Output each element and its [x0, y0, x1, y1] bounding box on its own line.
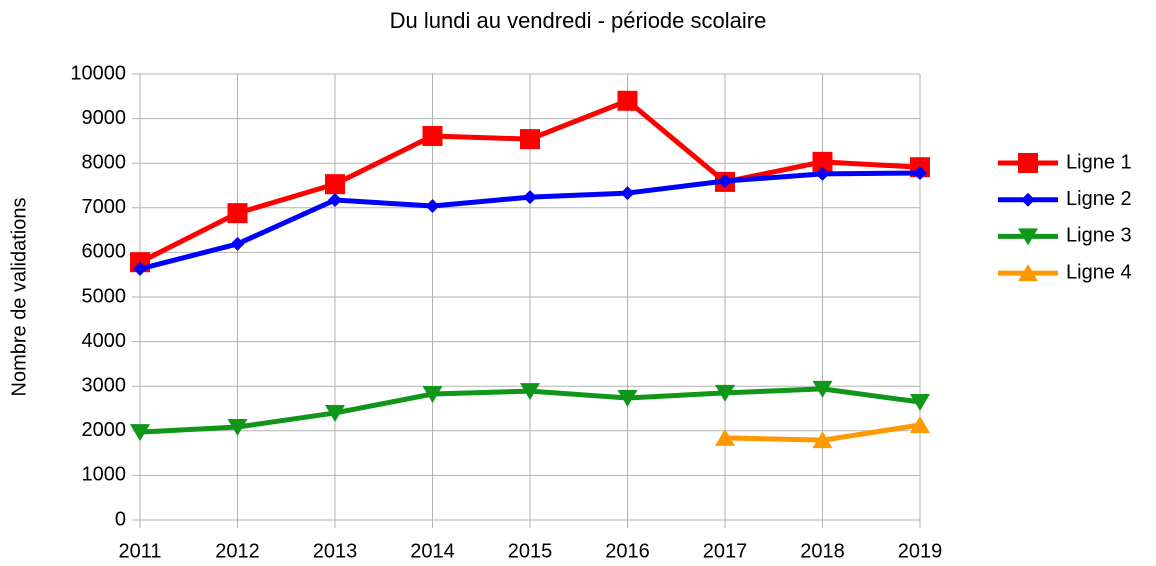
y-tick-label: 3000	[82, 374, 127, 396]
legend-label: Ligne 3	[1066, 225, 1132, 247]
y-tick-label: 10000	[70, 62, 126, 84]
marker	[910, 416, 930, 434]
marker	[617, 90, 638, 111]
marker	[133, 261, 147, 276]
marker	[1018, 153, 1038, 173]
x-tick-label: 2013	[313, 540, 358, 562]
marker	[422, 386, 443, 404]
marker	[422, 125, 443, 146]
y-tick-label: 0	[115, 508, 126, 530]
marker	[425, 199, 440, 214]
legend-label: Ligne 1	[1066, 151, 1132, 173]
marker	[812, 151, 833, 172]
y-tick-label: 6000	[82, 241, 127, 263]
y-axis-label: Nombre de validations	[8, 198, 30, 397]
x-tick-label: 2016	[605, 540, 650, 562]
marker	[620, 186, 635, 201]
marker	[328, 192, 342, 207]
marker	[913, 166, 927, 181]
marker	[812, 431, 833, 449]
y-tick-label: 7000	[82, 196, 127, 218]
y-tick-label: 5000	[82, 285, 127, 307]
marker	[1021, 192, 1035, 207]
marker	[910, 394, 930, 412]
marker	[520, 383, 540, 401]
marker	[617, 390, 638, 408]
marker	[815, 166, 830, 181]
x-tick-label: 2014	[410, 540, 455, 562]
marker	[230, 236, 245, 251]
marker	[325, 174, 345, 195]
marker	[523, 190, 537, 205]
y-tick-label: 9000	[82, 107, 127, 129]
marker	[1018, 264, 1038, 282]
marker	[227, 203, 248, 224]
x-tick-label: 2019	[898, 540, 943, 562]
marker	[718, 174, 732, 189]
x-tick-label: 2018	[800, 540, 845, 562]
marker	[130, 424, 150, 442]
x-tick-label: 2015	[508, 540, 553, 562]
chart-title: Du lundi au vendredi - période scolaire	[390, 8, 767, 33]
legend-label: Ligne 4	[1066, 261, 1132, 283]
y-tick-label: 2000	[82, 419, 127, 441]
marker	[227, 419, 248, 437]
x-tick-label: 2011	[118, 540, 161, 562]
marker	[715, 384, 735, 402]
marker	[812, 380, 833, 398]
legend-label: Ligne 2	[1066, 188, 1132, 210]
y-tick-label: 4000	[82, 330, 127, 352]
y-tick-label: 1000	[82, 464, 127, 486]
y-tick-label: 8000	[82, 151, 127, 173]
marker	[520, 129, 540, 150]
marker	[1018, 228, 1038, 246]
x-tick-label: 2012	[215, 540, 260, 562]
marker	[715, 428, 735, 446]
marker	[325, 404, 345, 422]
x-tick-label: 2017	[703, 540, 748, 562]
